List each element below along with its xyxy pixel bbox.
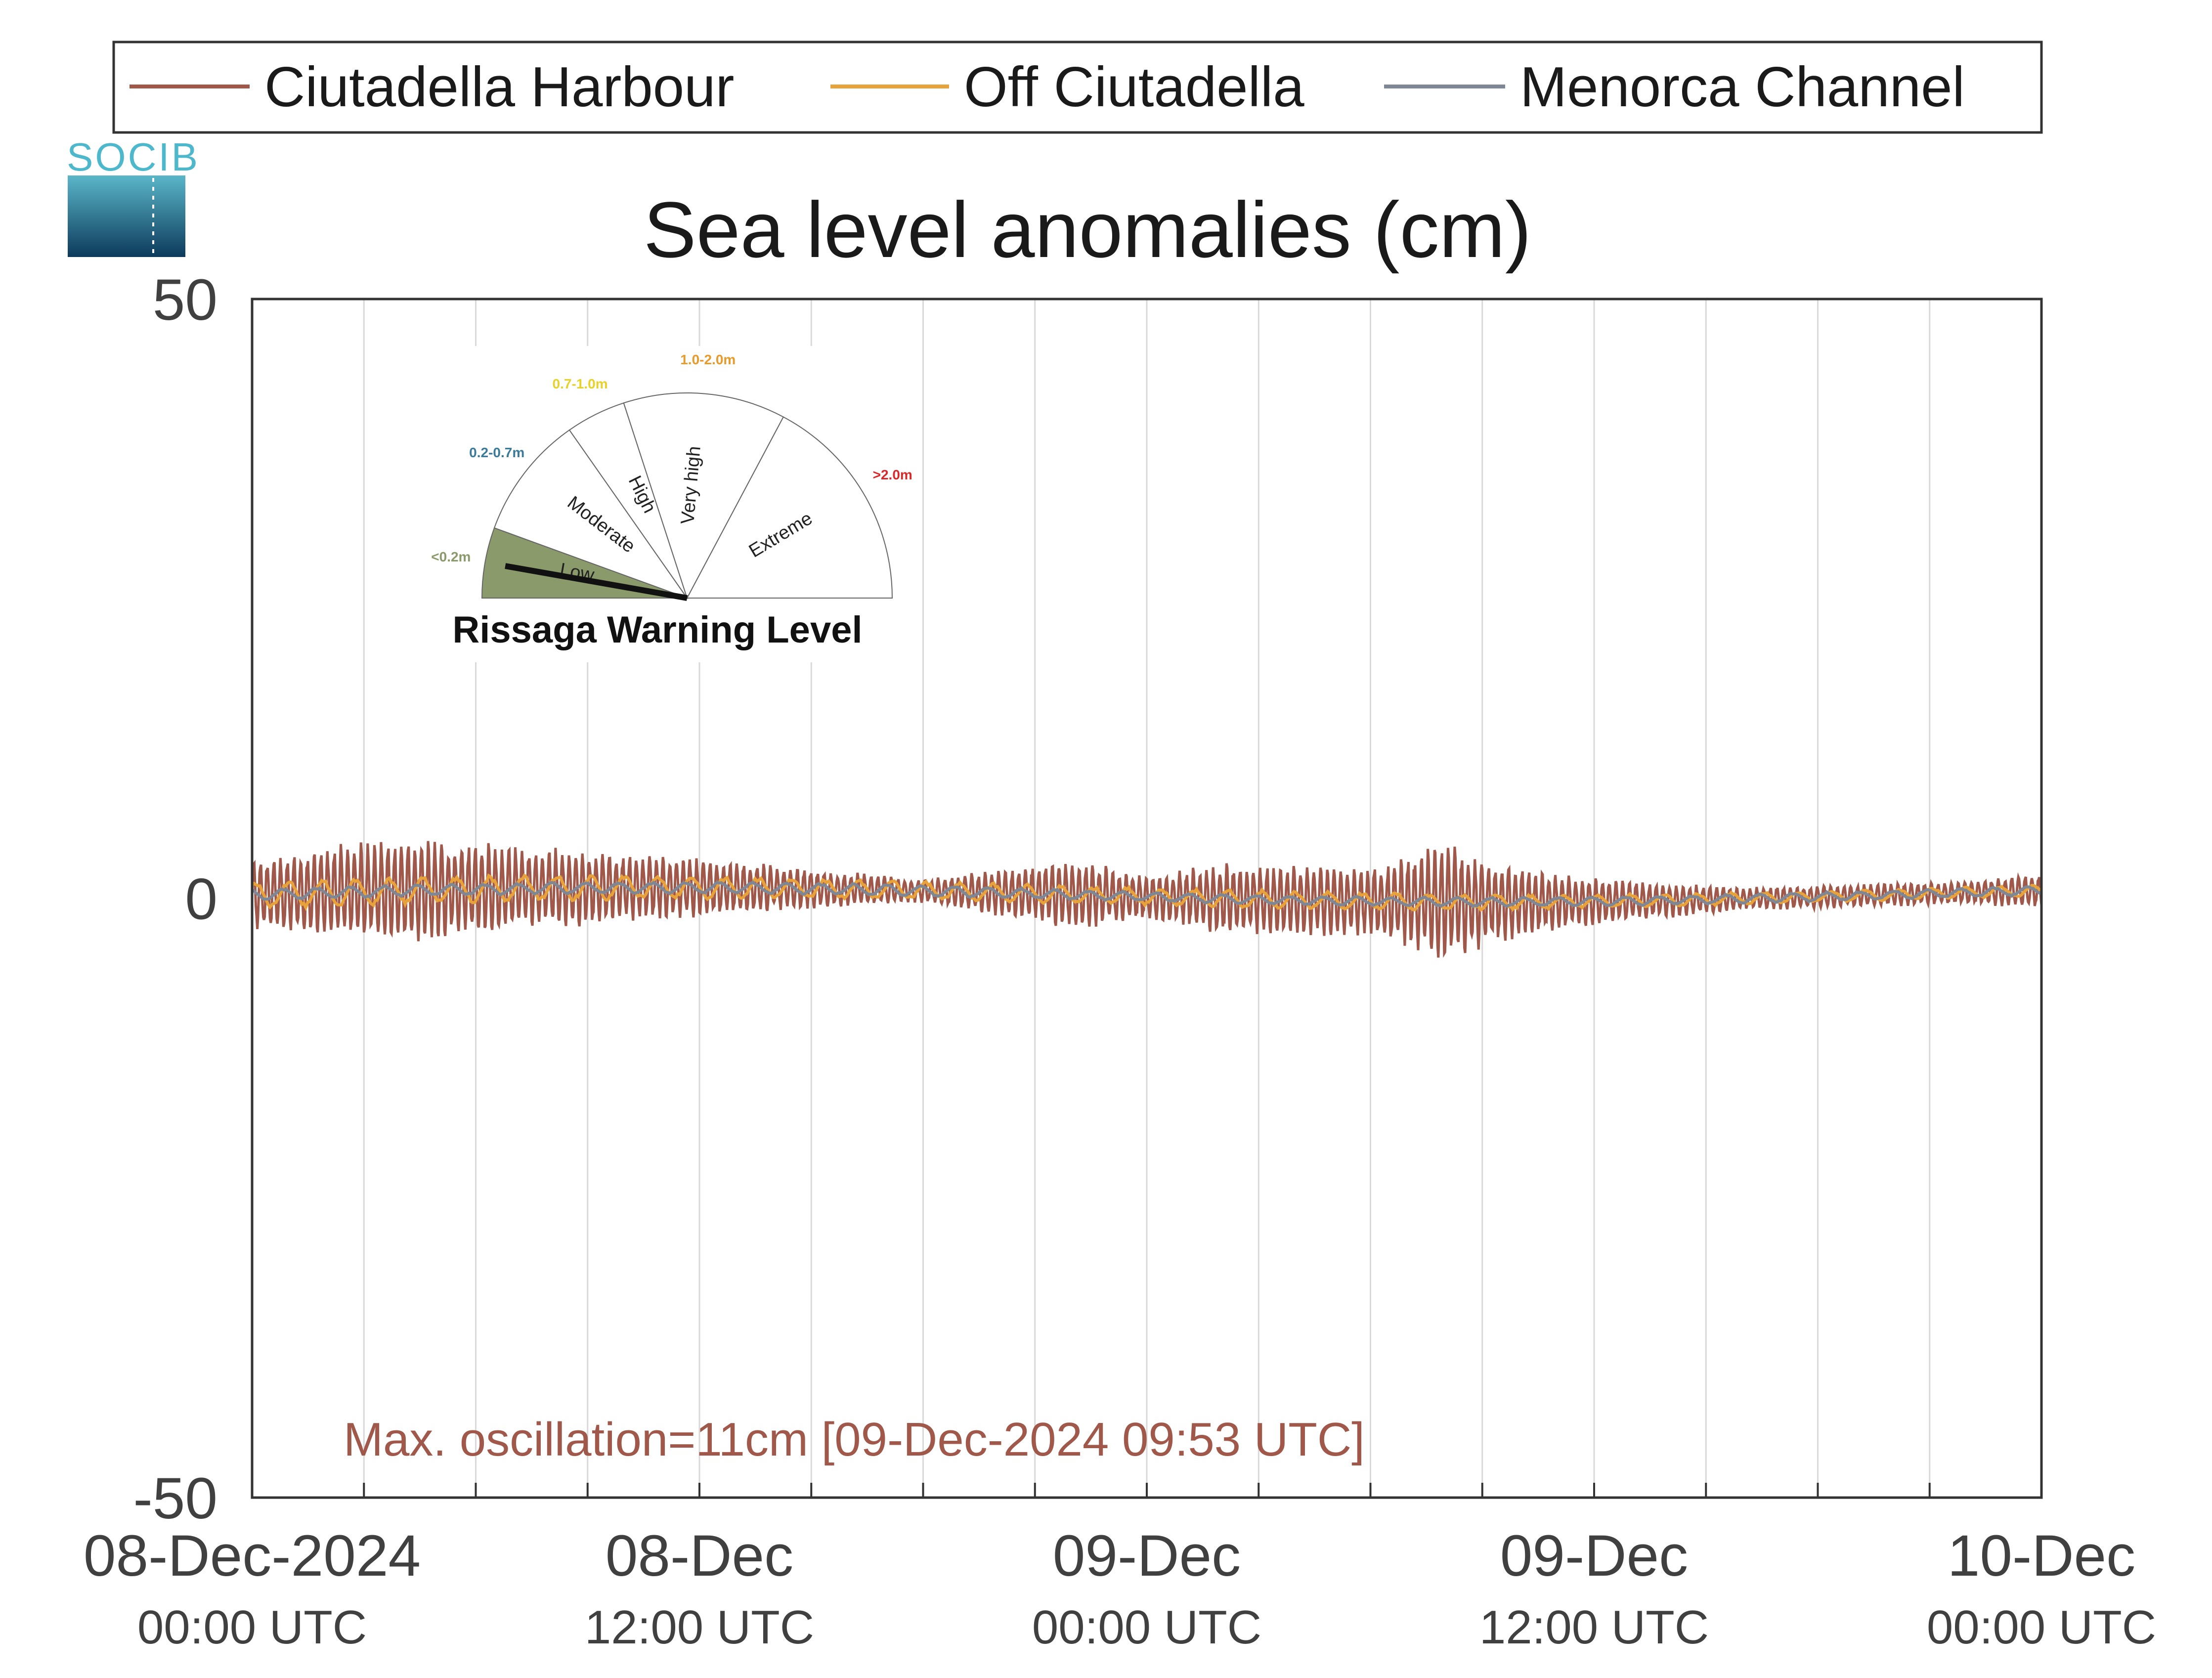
x-tick-label-time: 12:00 UTC: [585, 1601, 814, 1654]
x-tick-label-time: 00:00 UTC: [1927, 1601, 2156, 1654]
y-tick-label: 0: [185, 867, 217, 932]
y-tick-label: -50: [133, 1466, 217, 1531]
x-tick-label-time: 12:00 UTC: [1479, 1601, 1709, 1654]
x-tick-label-date: 09-Dec: [1500, 1523, 1688, 1589]
gauge-sector: [481, 527, 688, 599]
logo-block: [68, 175, 185, 257]
legend: Ciutadella Harbour Off Ciutadella Menorc…: [112, 41, 2043, 134]
legend-box: [112, 41, 2043, 134]
gauge-range-label: 1.0-2.0m: [680, 352, 736, 367]
gauge-sector: [623, 392, 784, 600]
legend-entry-ciutadella-harbour: Ciutadella Harbour: [264, 56, 735, 119]
gauge-needle: [505, 563, 688, 601]
x-tick-label-date: 10-Dec: [1948, 1523, 2135, 1589]
chart-title: Sea level anomalies (cm): [644, 185, 1531, 274]
legend-entry-off-ciutadella: Off Ciutadella: [964, 56, 1304, 119]
x-axis-ticks: 08-Dec-2024 00:00 UTC 08-Dec 12:00 UTC 09-De…: [84, 1523, 2156, 1654]
rissaga-warning-gauge: Low<0.2m Moderate0.2-0.7mHigh0.7-1.0mVery…: [381, 346, 912, 662]
series-line-menorca-channel: [251, 880, 2042, 908]
legend-entry-menorca-channel: Menorca Channel: [1520, 56, 1965, 119]
gauge-range-label: <0.2m: [431, 549, 471, 564]
logo-text: SOCIB: [67, 135, 200, 179]
x-tick-label-time: 00:00 UTC: [1032, 1601, 1261, 1654]
max-oscillation-annotation: Max. oscillation=11cm [09-Dec-2024 09:53…: [344, 1413, 1365, 1466]
gauge-sector: [493, 429, 689, 600]
gauge-range-label: 0.7-1.0m: [553, 376, 608, 391]
gauge-sector: [686, 416, 893, 599]
socib-logo: SOCIB: [67, 135, 200, 257]
gauge-range-label: 0.2-0.7m: [469, 445, 524, 460]
y-axis-ticks: 50 0 -50: [133, 267, 217, 1531]
x-tick-label-date: 08-Dec: [606, 1523, 793, 1589]
gauge-range-label: >2.0m: [873, 467, 912, 482]
plot-frame: [251, 298, 2043, 1499]
x-tick-label-date: 08-Dec-2024: [84, 1523, 421, 1589]
x-tick-label-time: 00:00 UTC: [137, 1601, 367, 1654]
x-tick-label-date: 09-Dec: [1053, 1523, 1241, 1589]
series-line-ciutadella-harbour: [251, 841, 2043, 958]
y-tick-label: 50: [153, 267, 217, 333]
gauge-title: Rissaga Warning Level: [452, 609, 862, 651]
